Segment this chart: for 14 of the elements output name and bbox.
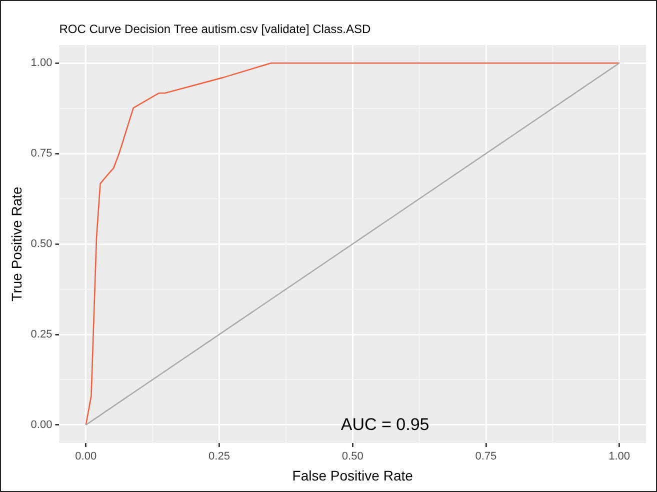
annotation: AUC = 0.95 <box>340 415 430 434</box>
y-tick-label: 1.00 <box>30 57 52 70</box>
x-tick-label: 0.25 <box>208 450 230 463</box>
y-tick-label: 0.25 <box>30 328 52 340</box>
x-tick-label: 0.00 <box>75 450 97 463</box>
x-tick-label: 0.75 <box>475 450 497 463</box>
y-tick-label: 0.00 <box>30 418 52 431</box>
x-tick-label: 1.00 <box>608 450 630 463</box>
y-axis-title: True Positive Rate <box>8 186 24 302</box>
x-tick-label: 0.50 <box>342 450 364 463</box>
y-tick-label: 0.50 <box>30 238 52 250</box>
y-tick-label: 0.75 <box>30 148 52 160</box>
chart-title: ROC Curve Decision Tree autism.csv [validate] Class.ASD <box>59 22 371 36</box>
x-axis-title: False Positive Rate <box>292 467 414 484</box>
